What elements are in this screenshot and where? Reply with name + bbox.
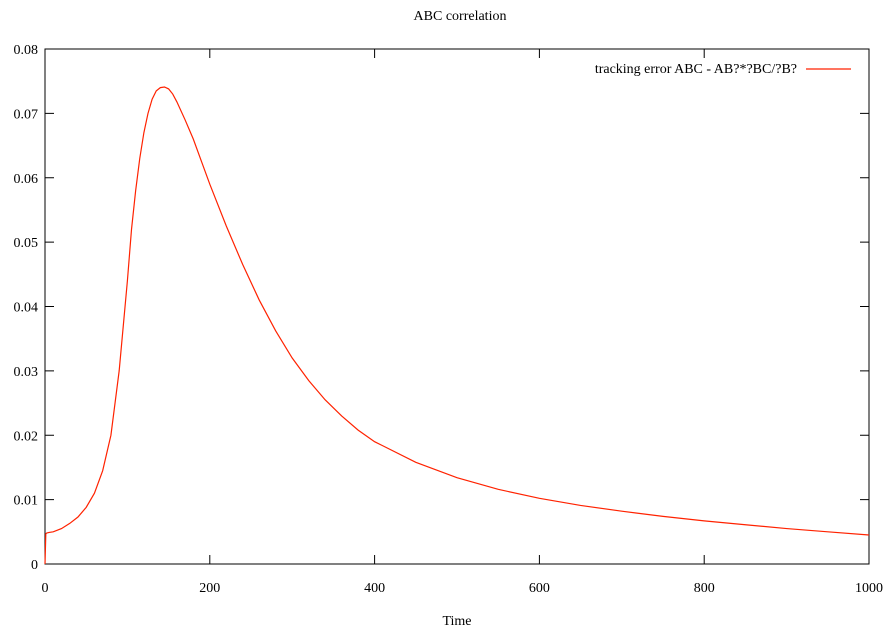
series-layer [44, 86, 870, 565]
x-axis-ticks: 0 200 400 600 800 1000 [42, 49, 883, 596]
y-axis-ticks: 0 0.01 0.02 0.03 0.04 0.05 0.06 0.07 0.08 [14, 43, 869, 573]
y-tick-label: 0.01 [14, 494, 39, 509]
plot-frame [44, 48, 870, 565]
y-tick-label: 0 [31, 558, 38, 573]
y-tick-label: 0.02 [14, 429, 39, 444]
x-tick-label: 800 [694, 581, 715, 596]
x-tick-label: 1000 [855, 581, 883, 596]
x-tick-label: 400 [364, 581, 385, 596]
legend: tracking error ABC - AB?*?BC/?B? [595, 62, 851, 77]
chart-title: ABC correlation [414, 9, 507, 24]
series-line-0 [44, 86, 870, 565]
y-tick-label: 0.06 [14, 172, 39, 187]
x-tick-label: 0 [42, 581, 49, 596]
y-tick-label: 0.04 [14, 301, 39, 316]
x-axis-label: Time [442, 614, 471, 628]
x-tick-label: 200 [199, 581, 220, 596]
y-tick-label: 0.03 [14, 365, 39, 380]
y-tick-label: 0.05 [14, 236, 39, 251]
y-tick-label: 0.08 [14, 43, 39, 58]
legend-entry-label: tracking error ABC - AB?*?BC/?B? [595, 62, 797, 77]
y-tick-label: 0.07 [14, 107, 39, 122]
x-tick-label: 600 [529, 581, 550, 596]
